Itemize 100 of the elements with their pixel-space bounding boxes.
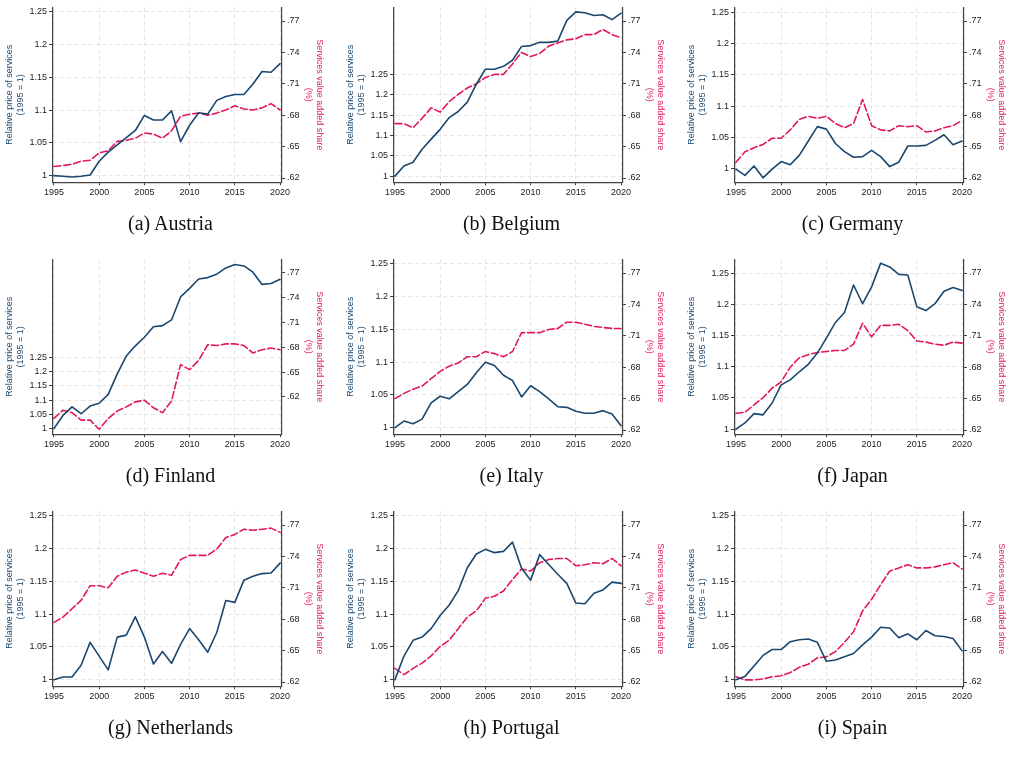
y2-axis-title: Services value added share (%) [645,291,667,403]
y2-tick-label: .62 [968,424,982,435]
y2-tick-label: .74 [968,550,982,561]
x-tick-label: 2015 [565,187,586,198]
y-tick-label: 1 [383,170,389,181]
text: (h) Portugal [462,716,561,739]
y-tick-label: 1.2 [716,38,730,49]
y2-tick-label: .71 [286,316,300,327]
text: (c) Germany [800,212,905,235]
y2-tick-label: .77 [627,519,641,530]
y-tick-label: 1.25 [29,510,48,521]
y-tick-label: 1 [42,674,48,685]
x-tick-label: 2015 [224,187,245,198]
x-tick-label: 2000 [430,187,451,198]
y2-tick-label: .65 [627,393,641,404]
y2-tick-label: .74 [627,298,641,309]
x-tick-label: 2015 [906,439,927,450]
y-tick-label: 1.15 [29,380,48,391]
y-tick-label: 1 [383,422,389,433]
y2-tick-label: .68 [286,109,300,120]
y2-tick-label: .65 [968,645,982,656]
text: (a) Austria [127,212,214,235]
line-series [53,102,281,168]
x-tick-label: 2005 [134,691,155,702]
y-tick-label: 1.2 [34,543,48,554]
y-tick-label: 1.05 [711,131,730,142]
y-tick-label: 1.1 [375,608,389,619]
x-tick-label: 1995 [725,187,746,198]
y2-tick-label: .65 [968,393,982,404]
y2-tick-label: .74 [627,46,641,57]
y2-tick-label: .65 [286,645,300,656]
x-tick-label: 2020 [611,187,632,198]
y-tick-label: 1.25 [370,510,389,521]
y-axis-title: Relative price of services (1995 = 1) [3,44,25,145]
y-tick-label: 1.2 [375,291,389,302]
y2-tick-label: .71 [627,78,641,89]
y2-tick-label: .74 [286,291,300,302]
y-tick-label: 1 [42,170,48,181]
x-tick-label: 2005 [816,187,837,198]
y-tick-label: 1.1 [34,608,48,619]
x-tick-label: 2000 [89,691,110,702]
y-tick-label: 1.25 [370,258,389,269]
y2-tick-label: .77 [968,15,982,26]
x-tick-label: 2005 [475,439,496,450]
y2-tick-label: .68 [627,361,641,372]
y-tick-label: 1.1 [716,608,730,619]
x-tick-label: 2005 [134,439,155,450]
x-tick-label: 2020 [270,439,291,450]
x-tick-label: 2010 [861,439,882,450]
x-tick-label: 2020 [270,187,291,198]
y-tick-label: 1.15 [370,323,389,334]
text: (d) Finland [124,464,217,487]
x-tick-label: 2010 [179,691,200,702]
y-tick-label: 1.05 [29,408,48,419]
y-tick-label: 1.25 [29,6,48,17]
x-tick-label: 2005 [134,187,155,198]
y2-tick-label: .77 [286,267,300,278]
y2-tick-label: .77 [968,519,982,530]
y-axis-title: Relative price of services (1995 = 1) [685,548,707,649]
y2-tick-label: .77 [627,15,641,26]
x-tick-label: 2010 [179,439,200,450]
x-tick-label: 2015 [224,691,245,702]
y2-tick-label: .68 [627,613,641,624]
y-tick-label: 1.2 [375,89,389,100]
line-series [53,527,281,624]
y-tick-label: 1.2 [34,39,48,50]
y-tick-label: 1.25 [29,351,48,362]
x-tick-label: 1995 [725,691,746,702]
y-tick-label: 1.15 [711,69,730,80]
y2-tick-label: .77 [286,519,300,530]
x-tick-label: 2000 [771,691,792,702]
x-tick-label: 1995 [384,439,405,450]
x-tick-label: 2010 [520,439,541,450]
y-tick-label: 1.1 [716,361,730,372]
y-tick-label: 1.15 [370,575,389,586]
y-tick-label: 1 [42,423,48,433]
x-tick-label: 2020 [952,691,973,702]
text: (f) Japan [816,464,889,487]
y2-tick-label: .62 [968,172,982,183]
y2-tick-label: .62 [627,424,641,435]
y-tick-label: 1.05 [370,641,389,652]
y-tick-label: 1 [383,674,389,685]
y2-tick-label: .62 [286,172,300,183]
y2-axis-title: Services value added share (%) [304,39,326,151]
y2-tick-label: .71 [968,78,982,89]
x-tick-label: 1995 [43,187,64,198]
y2-tick-label: .74 [968,298,982,309]
x-tick-label: 2015 [565,439,586,450]
y2-tick-label: .65 [627,645,641,656]
x-tick-label: 2010 [861,691,882,702]
y-tick-label: 1.2 [716,298,730,309]
y2-axis-title: Services value added share (%) [304,543,326,655]
x-tick-label: 2020 [952,187,973,198]
y2-tick-label: .68 [286,613,300,624]
y-tick-label: 1.25 [711,6,730,17]
y2-tick-label: .77 [627,267,641,278]
y-axis-title: Relative price of services (1995 = 1) [3,548,25,649]
y-tick-label: 1.15 [29,71,48,82]
y-tick-label: 1.05 [711,392,730,403]
y2-tick-label: .65 [627,141,641,152]
